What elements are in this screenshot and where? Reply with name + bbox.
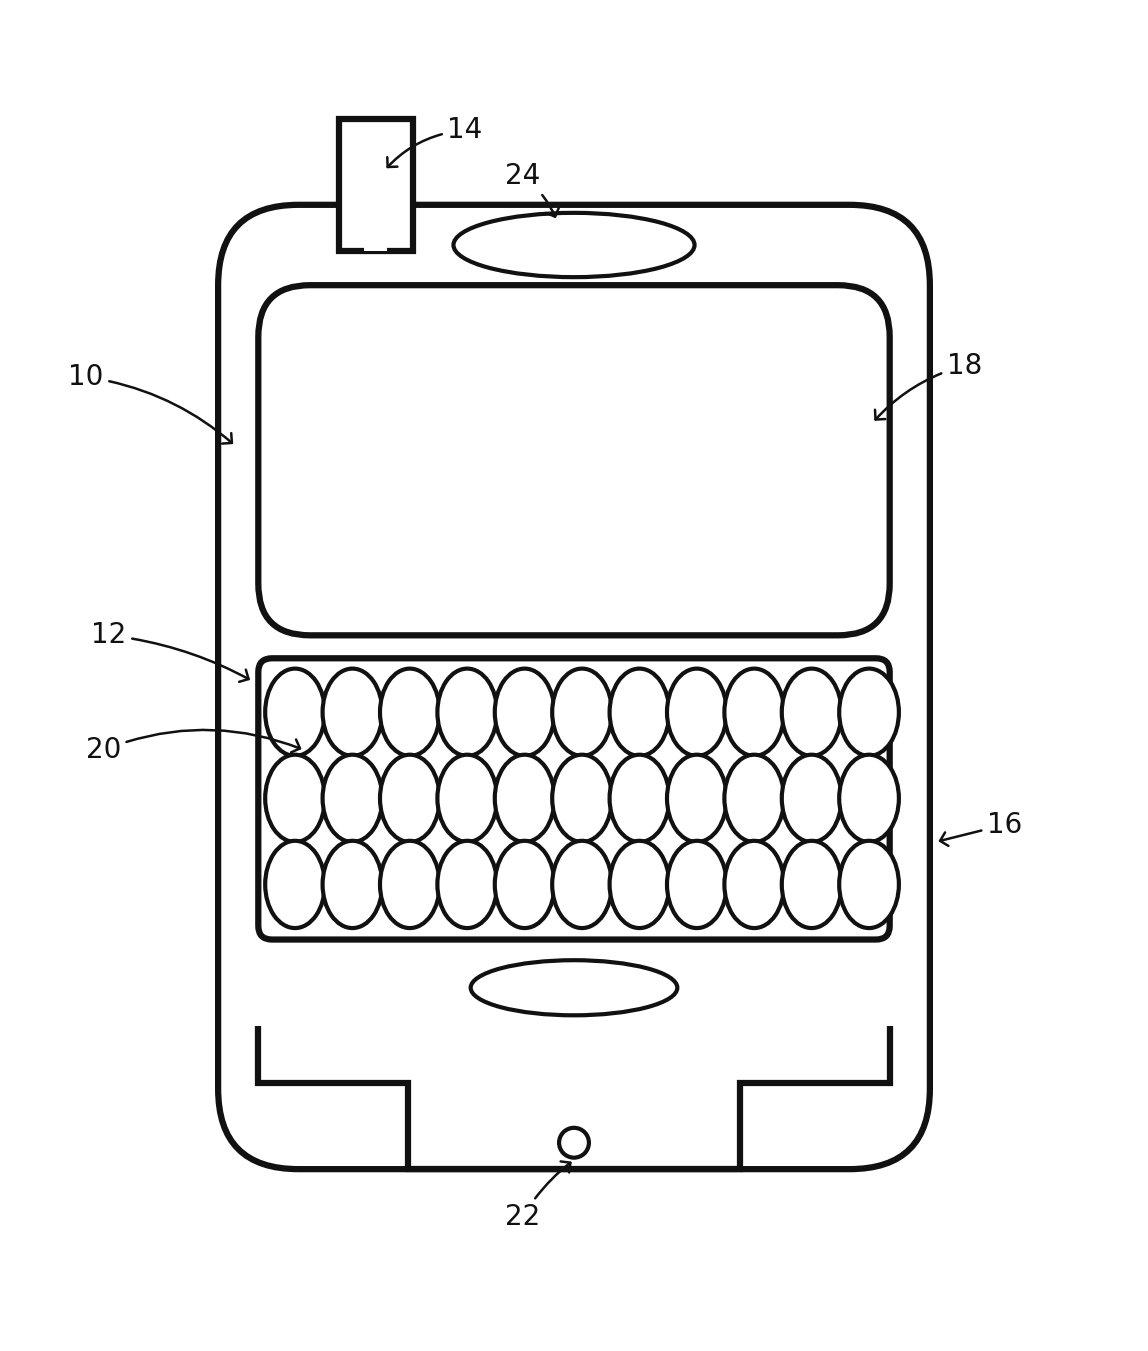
Ellipse shape xyxy=(667,755,727,842)
Ellipse shape xyxy=(495,669,554,755)
FancyBboxPatch shape xyxy=(218,205,930,1169)
Ellipse shape xyxy=(265,755,325,842)
Ellipse shape xyxy=(380,669,440,755)
Ellipse shape xyxy=(610,669,669,755)
Text: 22: 22 xyxy=(505,1162,571,1231)
Ellipse shape xyxy=(724,669,784,755)
Ellipse shape xyxy=(265,840,325,928)
Ellipse shape xyxy=(437,755,497,842)
FancyBboxPatch shape xyxy=(258,285,890,635)
Ellipse shape xyxy=(437,669,497,755)
Text: 16: 16 xyxy=(940,811,1022,846)
Ellipse shape xyxy=(323,755,382,842)
Ellipse shape xyxy=(323,669,382,755)
Ellipse shape xyxy=(724,755,784,842)
Ellipse shape xyxy=(667,669,727,755)
Ellipse shape xyxy=(782,840,841,928)
Text: 18: 18 xyxy=(875,351,982,420)
Ellipse shape xyxy=(495,840,554,928)
Bar xyxy=(339,119,413,251)
Ellipse shape xyxy=(552,669,612,755)
Ellipse shape xyxy=(782,669,841,755)
Ellipse shape xyxy=(265,669,325,755)
Bar xyxy=(365,222,388,251)
Ellipse shape xyxy=(495,755,554,842)
Text: 12: 12 xyxy=(92,621,249,682)
Ellipse shape xyxy=(471,961,677,1016)
Ellipse shape xyxy=(380,840,440,928)
Ellipse shape xyxy=(782,755,841,842)
Text: 24: 24 xyxy=(505,162,559,216)
Ellipse shape xyxy=(437,840,497,928)
Ellipse shape xyxy=(453,213,695,277)
Ellipse shape xyxy=(667,840,727,928)
Circle shape xyxy=(559,1128,589,1158)
Ellipse shape xyxy=(552,755,612,842)
Text: 10: 10 xyxy=(69,363,232,443)
Ellipse shape xyxy=(839,669,899,755)
Ellipse shape xyxy=(724,840,784,928)
Text: 20: 20 xyxy=(86,730,300,765)
Ellipse shape xyxy=(552,840,612,928)
Ellipse shape xyxy=(323,840,382,928)
Text: 14: 14 xyxy=(387,116,482,168)
PathPatch shape xyxy=(258,1025,890,1169)
Ellipse shape xyxy=(610,840,669,928)
Ellipse shape xyxy=(839,840,899,928)
Ellipse shape xyxy=(380,755,440,842)
FancyBboxPatch shape xyxy=(258,658,890,939)
Ellipse shape xyxy=(839,755,899,842)
Ellipse shape xyxy=(610,755,669,842)
